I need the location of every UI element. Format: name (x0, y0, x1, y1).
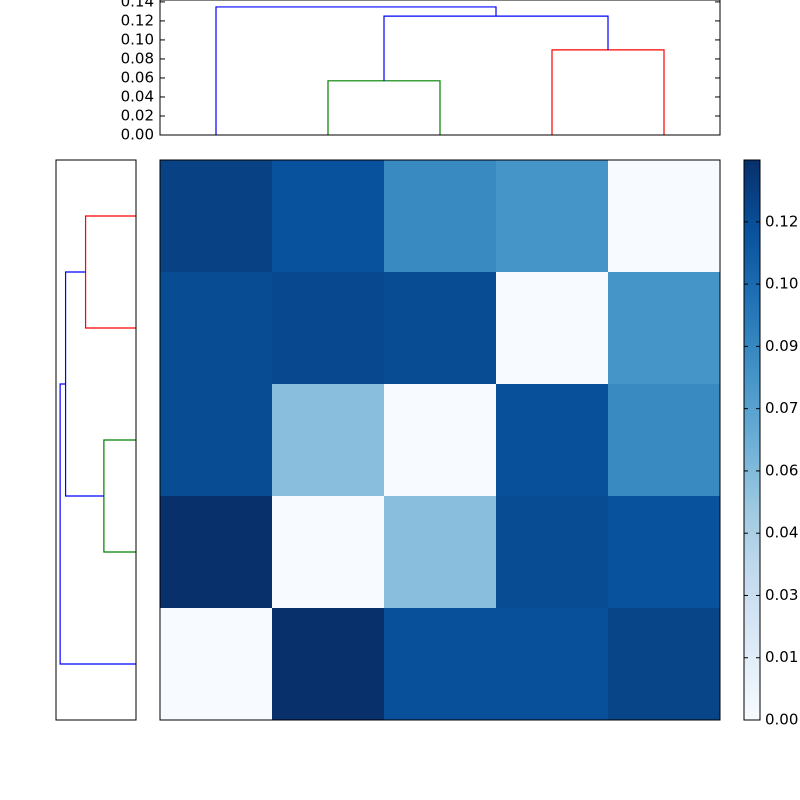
heatmap-cell (272, 272, 385, 385)
heatmap-cell (496, 272, 609, 385)
colorbar-tick-label: 0.03 (765, 586, 798, 604)
heatmap-cell (160, 272, 273, 385)
colorbar-tick-label: 0.04 (765, 524, 798, 542)
colorbar-tick-label: 0.00 (765, 711, 798, 729)
heatmap-cell (496, 384, 609, 497)
heatmap-cell (272, 496, 385, 609)
heatmap-cell (496, 608, 609, 721)
y-tick-label: 0.00 (121, 126, 154, 144)
colorbar-tick-label: 0.10 (765, 275, 798, 293)
heatmap-cell (384, 496, 497, 609)
heatmap-cell (384, 160, 497, 273)
colorbar-tick-label: 0.07 (765, 399, 798, 417)
dendrogram-link (84, 215, 136, 329)
heatmap-cell (272, 384, 385, 497)
y-tick-label: 0.02 (121, 106, 154, 124)
heatmap-frame (159, 159, 721, 721)
heatmap-cell (160, 160, 273, 273)
colorbar-tick-label: 0.01 (765, 648, 798, 666)
heatmap-cell (384, 608, 497, 721)
heatmap-cell (608, 384, 721, 497)
y-tick-label: 0.04 (121, 87, 154, 105)
dendrogram-link (64, 271, 104, 497)
heatmap-cell (608, 608, 721, 721)
heatmap-cell (608, 160, 721, 273)
heatmap-cell (272, 160, 385, 273)
dendrogram-link (59, 383, 136, 665)
colorbar-tick-label: 0.06 (765, 461, 798, 479)
heatmap-cell (160, 384, 273, 497)
y-tick-label: 0.14 (121, 0, 154, 10)
y-tick-label: 0.06 (121, 68, 154, 86)
y-tick-label: 0.08 (121, 49, 154, 67)
colorbar-tick-label: 0.09 (765, 337, 798, 355)
heatmap-cell (496, 496, 609, 609)
y-tick-label: 0.12 (121, 11, 154, 29)
dendrogram-frame (159, 0, 721, 136)
heatmap-cell (496, 160, 609, 273)
heatmap-cell (160, 608, 273, 721)
dendrogram-frame (55, 159, 137, 721)
heatmap-cell (608, 496, 721, 609)
heatmap-cell (384, 272, 497, 385)
heatmap-cell (160, 496, 273, 609)
heatmap-cell (608, 272, 721, 385)
y-tick-label: 0.10 (121, 30, 154, 48)
dendrogram-link (327, 80, 441, 135)
heatmap-cell (272, 608, 385, 721)
colorbar-tick-label: 0.12 (765, 212, 798, 230)
dendrogram-link (215, 6, 497, 135)
dendrogram-link (551, 49, 665, 135)
colorbar (743, 159, 761, 721)
heatmap-cell (384, 384, 497, 497)
dendrogram-link (383, 15, 609, 81)
